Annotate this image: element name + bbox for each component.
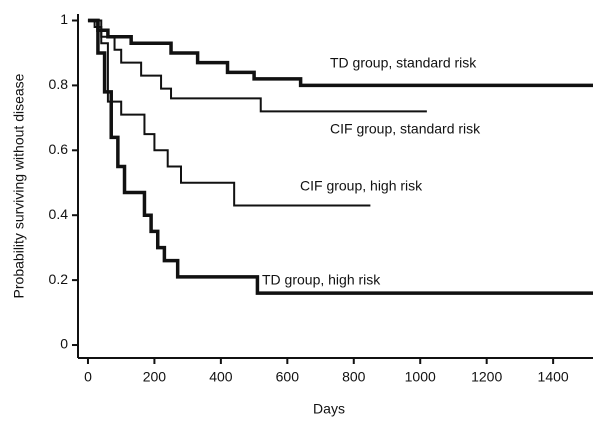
survival-curve (87, 19, 427, 113)
x-tick-label: 800 (342, 369, 366, 385)
y-tick-label: 0.2 (49, 271, 69, 287)
curve-label: TD group, standard risk (330, 55, 477, 71)
x-tick-label: 1400 (538, 369, 569, 385)
x-tick-label: 600 (276, 369, 300, 385)
y-axis-label: Probability surviving without disease (11, 73, 27, 298)
x-tick-label: 400 (209, 369, 233, 385)
y-tick-label: 1 (60, 11, 68, 27)
x-axis-label: Days (313, 401, 345, 417)
x-tick-label: 1200 (471, 369, 502, 385)
survival-curve (87, 18, 593, 88)
survival-curve (87, 18, 593, 295)
survival-curve (87, 19, 371, 207)
curve-label: CIF group, high risk (300, 178, 423, 194)
y-tick-label: 0.4 (49, 206, 69, 222)
y-tick-label: 0.6 (49, 141, 69, 157)
x-tick-label: 0 (84, 369, 92, 385)
x-tick-label: 200 (143, 369, 167, 385)
curve-label: TD group, high risk (262, 272, 381, 288)
y-tick-label: 0.8 (49, 76, 69, 92)
x-tick-label: 1000 (405, 369, 436, 385)
curve-label: CIF group, standard risk (330, 121, 481, 137)
y-tick-label: 0 (60, 336, 68, 352)
